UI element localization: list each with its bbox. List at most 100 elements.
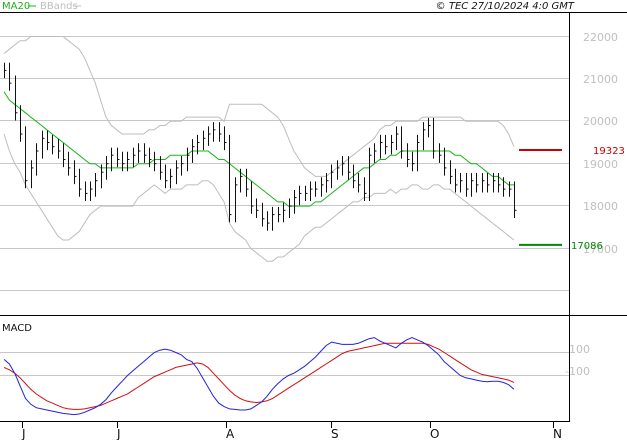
macd-signal-line: [3, 342, 515, 410]
price-bar: [342, 156, 345, 176]
price-bar: [385, 134, 388, 155]
y-tick-label: 20000: [583, 115, 618, 128]
price-bar: [31, 160, 34, 189]
price-bar: [197, 134, 200, 155]
macd-y-labels: 100 -100: [565, 343, 590, 378]
price-bar: [85, 181, 88, 201]
price-bar: [466, 173, 469, 197]
x-labels: J J A S O N: [21, 427, 562, 440]
price-grid: [0, 36, 569, 376]
price-bar: [439, 143, 442, 163]
price-bar: [503, 177, 506, 197]
price-bar: [380, 134, 383, 159]
price-bar: [487, 173, 490, 193]
macd-panel-title: MACD: [2, 323, 32, 334]
price-bar: [423, 122, 426, 151]
price-bar: [192, 139, 195, 163]
support-level: 17086: [519, 241, 603, 252]
price-bar: [68, 151, 71, 176]
price-bar: [498, 173, 501, 193]
price-bar: [101, 164, 104, 189]
x-label: A: [226, 427, 235, 440]
support-label: 17086: [571, 241, 603, 252]
price-bar: [187, 147, 190, 172]
price-bar: [111, 147, 114, 172]
price-bar: [460, 173, 463, 193]
ma20-series-line: [3, 91, 514, 207]
chart-legend: MA20 BBands © TEC 27/10/2024 4:0 GMT: [2, 1, 575, 12]
x-label: N: [553, 427, 562, 440]
price-bar: [122, 151, 125, 172]
price-bar: [267, 211, 270, 231]
price-bar: [364, 177, 367, 201]
timestamp: © TEC 27/10/2024 4:0 GMT: [436, 1, 575, 12]
y-tick-label: 17000: [583, 243, 618, 256]
price-bar: [90, 181, 93, 201]
y-tick-label: 19000: [583, 158, 618, 171]
price-bar: [412, 151, 415, 172]
price-bar: [149, 147, 152, 168]
price-bar: [289, 198, 292, 218]
price-bar: [9, 62, 12, 91]
price-bar: [272, 206, 275, 231]
price-bar: [283, 202, 286, 223]
price-bar: [428, 117, 431, 138]
price-bar: [208, 126, 211, 146]
price-bar: [246, 168, 249, 197]
price-bar: [337, 160, 340, 180]
price-bar: [170, 168, 173, 189]
price-bar: [514, 181, 517, 218]
x-label: J: [21, 427, 26, 440]
price-bar: [213, 122, 216, 142]
y-tick-label: 22000: [583, 31, 618, 44]
price-bar: [138, 143, 141, 163]
price-bar: [74, 160, 77, 185]
bollinger-bands: [3, 36, 515, 262]
price-bar: [358, 173, 361, 193]
price-bar: [278, 206, 281, 223]
price-bar: [58, 139, 61, 159]
price-bar: [321, 177, 324, 197]
price-bar: [417, 134, 420, 172]
resistance-level: 19323: [519, 146, 625, 157]
price-bar: [315, 181, 318, 197]
price-bar: [117, 147, 120, 168]
price-bar: [251, 181, 254, 214]
price-bar: [229, 134, 232, 223]
price-bar: [509, 181, 512, 197]
price-bar: [476, 173, 479, 193]
price-bar: [15, 75, 18, 121]
resistance-label: 19323: [593, 146, 625, 157]
macd-line: [3, 337, 515, 416]
legend-ma20: MA20: [2, 1, 30, 12]
price-bar: [401, 126, 404, 159]
x-ticks: [22, 421, 554, 428]
price-bar: [299, 185, 302, 206]
x-label: O: [430, 427, 439, 440]
price-bar: [181, 156, 184, 176]
price-bar: [154, 151, 157, 172]
price-bar: [127, 151, 130, 172]
price-bar: [25, 126, 28, 189]
price-y-labels: 22000 21000 20000 19000 18000 17000: [583, 31, 618, 256]
y-tick-label: 21000: [583, 73, 618, 86]
price-bar: [133, 147, 136, 168]
price-bar: [4, 62, 7, 79]
price-bar: [369, 147, 372, 201]
price-bar: [331, 164, 334, 189]
price-bar: [160, 156, 163, 180]
price-bar: [165, 164, 168, 189]
price-bar: [20, 105, 23, 142]
price-bar: [396, 126, 399, 151]
price-bar: [176, 160, 179, 185]
x-label: S: [331, 427, 339, 440]
price-bar: [374, 143, 377, 163]
price-bar: [235, 177, 238, 223]
x-label: J: [116, 427, 121, 440]
price-bar: [144, 143, 147, 163]
price-bar: [42, 130, 45, 159]
price-bar: [36, 143, 39, 176]
price-bar: [305, 185, 308, 201]
price-bar: [256, 198, 259, 218]
